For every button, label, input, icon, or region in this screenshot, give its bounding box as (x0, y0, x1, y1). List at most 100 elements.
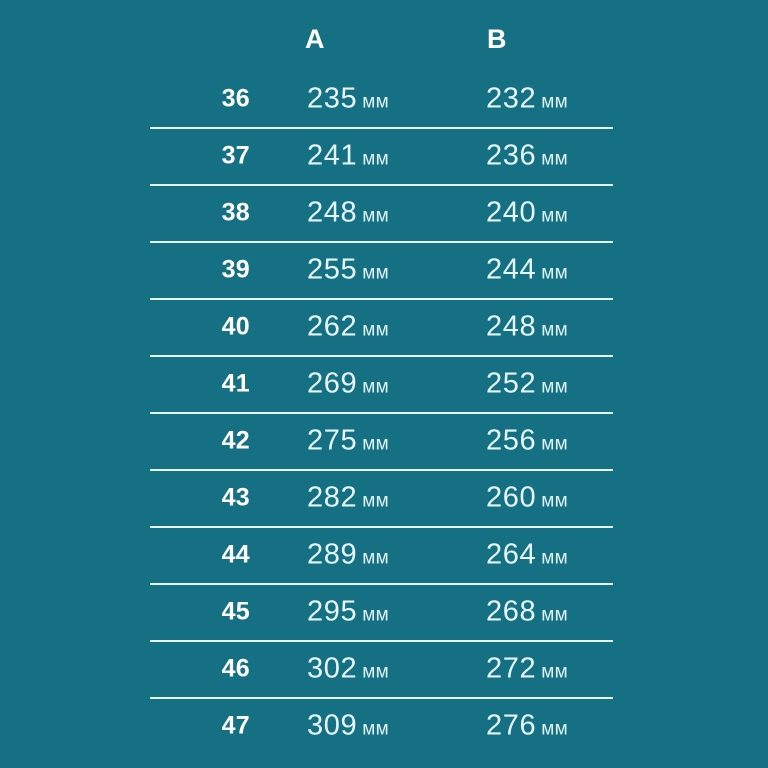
cell-size-label: 40 (221, 312, 250, 340)
cell-value-b: 240 мм (486, 198, 568, 227)
row-separator (150, 184, 613, 186)
cell-number-a: 289 (307, 538, 358, 570)
row-separator (150, 298, 613, 300)
cell-value-b: 232 мм (486, 84, 568, 113)
table-row: 40 262 мм 248 мм (0, 298, 768, 355)
column-header-a: A (305, 24, 325, 54)
cell-number-b: 232 (486, 82, 537, 114)
unit-label: мм (362, 319, 390, 340)
unit-label: мм (362, 376, 390, 397)
unit-label: мм (541, 433, 569, 454)
cell-value-a: 275 мм (307, 426, 389, 455)
cell-value-a: 248 мм (307, 198, 389, 227)
table-row: 43 282 мм 260 мм (0, 469, 768, 526)
unit-label: мм (541, 490, 569, 511)
cell-number-a: 235 (307, 82, 358, 114)
unit-label: мм (362, 490, 390, 511)
cell-size-label: 44 (221, 540, 250, 568)
cell-value-a: 282 мм (307, 483, 389, 512)
cell-value-a: 302 мм (307, 654, 389, 683)
cell-size-label: 47 (221, 711, 250, 739)
unit-label: мм (362, 433, 390, 454)
cell-number-b: 244 (486, 253, 537, 285)
cell-value-b: 248 мм (486, 312, 568, 341)
cell-size-label: 37 (221, 141, 250, 169)
cell-size-label: 42 (221, 426, 250, 454)
cell-value-a: 255 мм (307, 255, 389, 284)
unit-label: мм (362, 91, 390, 112)
unit-label: мм (541, 262, 569, 283)
table-row: 37 241 мм 236 мм (0, 127, 768, 184)
cell-number-a: 302 (307, 652, 358, 684)
cell-number-a: 295 (307, 595, 358, 627)
cell-value-a: 235 мм (307, 84, 389, 113)
cell-number-a: 255 (307, 253, 358, 285)
table-row: 47 309 мм 276 мм (0, 697, 768, 754)
unit-label: мм (541, 718, 569, 739)
cell-number-a: 275 (307, 424, 358, 456)
cell-value-b: 272 мм (486, 654, 568, 683)
unit-label: мм (541, 91, 569, 112)
cell-value-b: 236 мм (486, 141, 568, 170)
table-row: 38 248 мм 240 мм (0, 184, 768, 241)
row-separator (150, 583, 613, 585)
row-separator (150, 241, 613, 243)
unit-label: мм (362, 205, 390, 226)
unit-label: мм (362, 547, 390, 568)
cell-number-b: 248 (486, 310, 537, 342)
row-separator (150, 127, 613, 129)
unit-label: мм (541, 661, 569, 682)
table-body: 36 235 мм 232 мм 37 241 мм 236 мм 38 248 мм 240 мм 39 25… (0, 70, 768, 754)
table-header-row: A B (0, 0, 768, 70)
column-header-b: B (487, 24, 507, 54)
cell-value-a: 309 мм (307, 711, 389, 740)
cell-value-a: 241 мм (307, 141, 389, 170)
cell-value-b: 256 мм (486, 426, 568, 455)
cell-value-b: 276 мм (486, 711, 568, 740)
cell-value-b: 264 мм (486, 540, 568, 569)
cell-number-a: 241 (307, 139, 358, 171)
cell-number-a: 262 (307, 310, 358, 342)
unit-label: мм (541, 205, 569, 226)
cell-size-label: 39 (221, 255, 250, 283)
table-row: 41 269 мм 252 мм (0, 355, 768, 412)
cell-size-label: 36 (221, 84, 250, 112)
row-separator (150, 640, 613, 642)
table-row: 44 289 мм 264 мм (0, 526, 768, 583)
cell-number-b: 276 (486, 709, 537, 741)
cell-size-label: 45 (221, 597, 250, 625)
row-separator (150, 412, 613, 414)
unit-label: мм (362, 604, 390, 625)
cell-number-b: 264 (486, 538, 537, 570)
cell-number-b: 256 (486, 424, 537, 456)
cell-number-a: 282 (307, 481, 358, 513)
table-row: 45 295 мм 268 мм (0, 583, 768, 640)
cell-value-a: 262 мм (307, 312, 389, 341)
unit-label: мм (362, 718, 390, 739)
cell-number-a: 248 (307, 196, 358, 228)
cell-number-b: 272 (486, 652, 537, 684)
unit-label: мм (541, 547, 569, 568)
unit-label: мм (541, 319, 569, 340)
cell-number-a: 309 (307, 709, 358, 741)
cell-value-b: 252 мм (486, 369, 568, 398)
cell-value-a: 289 мм (307, 540, 389, 569)
unit-label: мм (362, 262, 390, 283)
cell-number-b: 260 (486, 481, 537, 513)
cell-number-a: 269 (307, 367, 358, 399)
row-separator (150, 697, 613, 699)
unit-label: мм (362, 661, 390, 682)
unit-label: мм (362, 148, 390, 169)
unit-label: мм (541, 148, 569, 169)
cell-size-label: 41 (221, 369, 250, 397)
cell-number-b: 252 (486, 367, 537, 399)
cell-value-b: 244 мм (486, 255, 568, 284)
table-row: 42 275 мм 256 мм (0, 412, 768, 469)
unit-label: мм (541, 604, 569, 625)
cell-number-b: 268 (486, 595, 537, 627)
cell-value-b: 268 мм (486, 597, 568, 626)
cell-value-a: 295 мм (307, 597, 389, 626)
cell-number-b: 236 (486, 139, 537, 171)
table-row: 39 255 мм 244 мм (0, 241, 768, 298)
